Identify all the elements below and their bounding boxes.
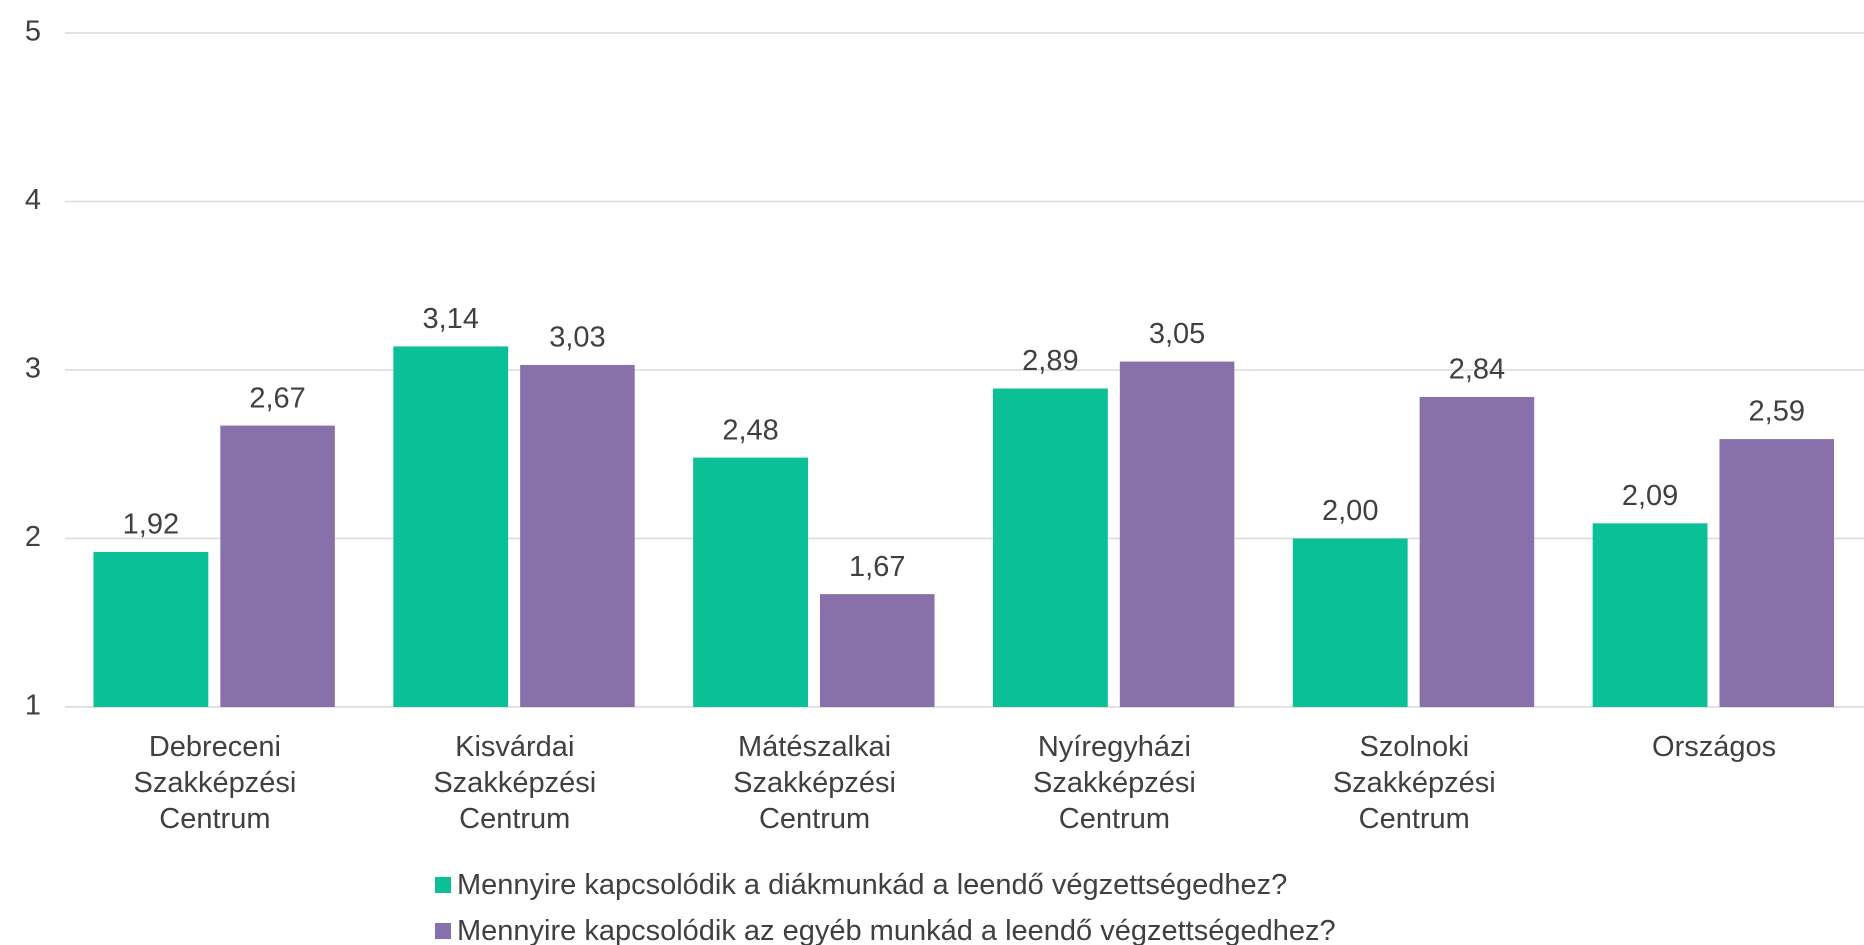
bar	[220, 425, 335, 707]
x-tick-label: Mátészalkai Szakképzési Centrum	[733, 731, 896, 835]
bar	[819, 594, 935, 707]
legend-label: Mennyire kapcsolódik a diákmunkád a leen…	[457, 868, 1288, 901]
data-label: 2,67	[249, 382, 305, 414]
legend-item: Mennyire kapcsolódik az egyéb munkád a l…	[435, 908, 1336, 945]
y-tick-label: 5	[25, 16, 41, 48]
legend: Mennyire kapcsolódik a diákmunkád a leen…	[435, 862, 1336, 945]
x-tick-label: Országos	[1652, 731, 1777, 763]
data-label: 2,09	[1622, 480, 1678, 512]
legend-item: Mennyire kapcsolódik a diákmunkád a leen…	[435, 862, 1336, 908]
bar	[693, 457, 808, 707]
bar	[992, 388, 1108, 707]
data-label: 2,59	[1749, 396, 1805, 428]
y-tick-label: 4	[25, 184, 41, 216]
data-label: 2,84	[1449, 354, 1505, 386]
bar	[1719, 439, 1835, 707]
legend-swatch	[435, 877, 451, 893]
bar	[1292, 538, 1408, 707]
data-label: 1,67	[849, 551, 905, 583]
bar	[1592, 523, 1708, 707]
bar	[520, 364, 635, 707]
y-tick-label: 1	[25, 690, 41, 722]
data-label: 3,03	[549, 322, 605, 354]
x-tick-label: Nyíregyházi Szakképzési Centrum	[1033, 731, 1196, 835]
y-tick-label: 2	[25, 521, 41, 553]
bar	[93, 551, 209, 707]
bar	[393, 346, 509, 707]
data-label: 2,89	[1022, 345, 1078, 377]
data-label: 1,92	[123, 509, 179, 541]
x-tick-label: Szolnoki Szakképzési Centrum	[1332, 731, 1496, 835]
bar	[1419, 396, 1535, 707]
data-label: 3,14	[423, 303, 479, 335]
x-tick-label: Debreceni Szakképzési Centrum	[133, 731, 297, 835]
data-label: 2,00	[1322, 495, 1378, 527]
legend-label: Mennyire kapcsolódik az egyéb munkád a l…	[457, 914, 1336, 945]
data-label: 3,05	[1149, 318, 1205, 350]
legend-swatch	[435, 923, 451, 939]
bar	[1119, 361, 1235, 707]
x-tick-label: Kisvárdai Szakképzési Centrum	[433, 731, 597, 835]
y-tick-label: 3	[25, 353, 41, 385]
data-label: 2,48	[722, 414, 778, 446]
